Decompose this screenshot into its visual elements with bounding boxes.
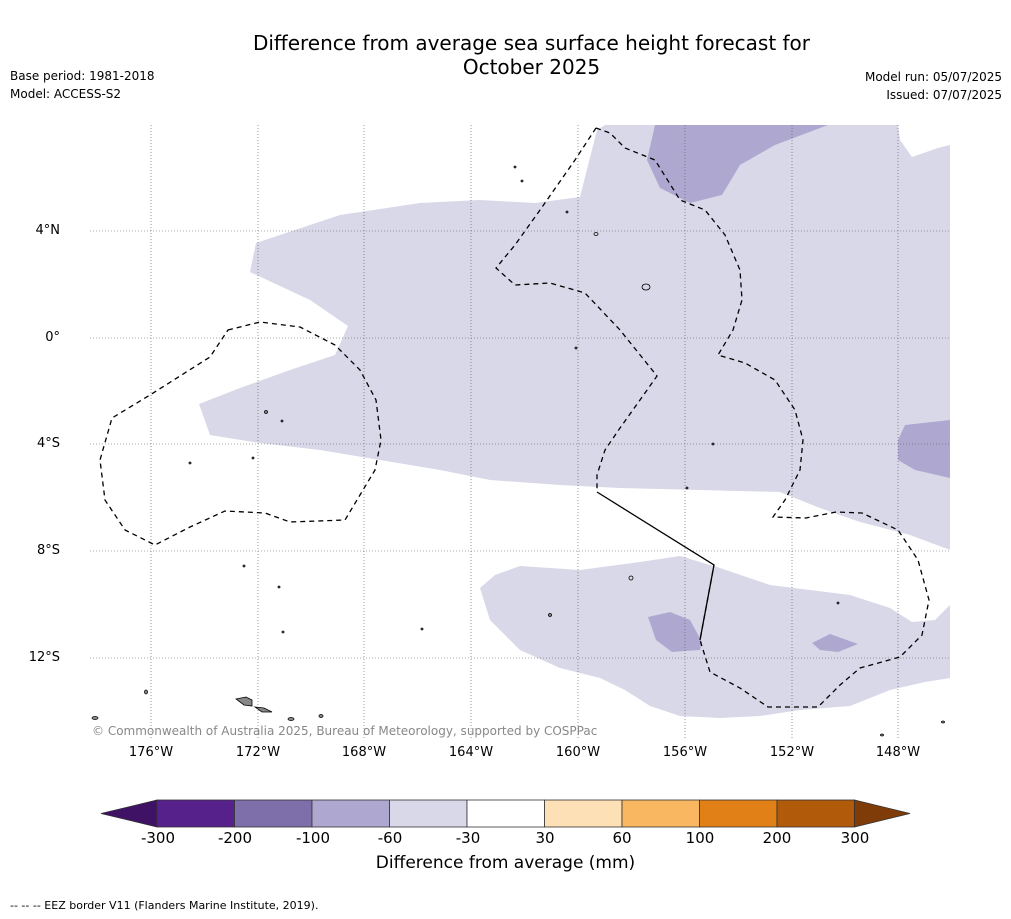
colorbar-tick-label: -300 xyxy=(140,829,176,847)
lon-label: 172°W xyxy=(235,745,281,760)
colorbar-segment xyxy=(466,799,545,828)
lon-label: 148°W xyxy=(875,745,921,760)
colorbar-tick-label: 30 xyxy=(535,829,555,847)
lon-label: 160°W xyxy=(555,745,601,760)
eez-border-kiribati-line xyxy=(595,127,930,708)
eez-border-solid-segment xyxy=(596,491,715,641)
colorbar-segment xyxy=(311,799,390,828)
colorbar-tick-label: 100 xyxy=(685,829,715,847)
colorbar-tick-label: 60 xyxy=(612,829,632,847)
colorbar-segment xyxy=(621,799,700,828)
graticule xyxy=(90,125,950,738)
map-title-line1: Difference from average sea surface heig… xyxy=(252,31,811,55)
copyright-credit: © Commonwealth of Australia 2025, Bureau… xyxy=(92,724,598,738)
map-title: Difference from average sea surface heig… xyxy=(180,31,883,79)
colorbar-segment xyxy=(699,799,778,828)
eez-footnote: -- -- -- EEZ border V11 (Flanders Marine… xyxy=(10,899,319,912)
lon-label: 152°W xyxy=(769,745,815,760)
weak-negative-region-north xyxy=(199,125,950,550)
anomaly-fill-layer xyxy=(199,125,950,718)
islands xyxy=(91,165,945,737)
white-notch xyxy=(898,125,950,157)
map-title-line2: October 2025 xyxy=(462,55,601,79)
model-text: Model: ACCESS-S2 xyxy=(10,87,122,101)
lon-label: 176°W xyxy=(128,745,174,760)
lat-label: 12°S xyxy=(28,650,60,665)
island-samoa-2 xyxy=(253,706,273,713)
colorbar-segment xyxy=(234,799,313,828)
colorbar-segment xyxy=(776,799,855,828)
base-period-text: Base period: 1981-2018 xyxy=(10,69,155,83)
colorbar-title: Difference from average (mm) xyxy=(375,853,636,873)
colorbar-segment xyxy=(544,799,623,828)
lat-label: 4°N xyxy=(35,223,61,238)
colorbar xyxy=(100,799,911,828)
moderate-negative-region-south-1 xyxy=(648,612,702,652)
colorbar-segment xyxy=(156,799,235,828)
lat-label: 4°S xyxy=(36,436,60,451)
issued-text: Issued: 07/07/2025 xyxy=(886,88,1002,102)
weak-negative-region-south xyxy=(480,556,950,718)
colorbar-tick-label: 300 xyxy=(840,829,870,847)
model-run-text: Model run: 05/07/2025 xyxy=(864,70,1002,84)
colorbar-segment xyxy=(389,799,468,828)
colorbar-tick-label: -100 xyxy=(295,829,331,847)
eez-border-west xyxy=(495,127,658,492)
island-samoa-1 xyxy=(235,696,253,707)
eez-borders xyxy=(99,127,930,708)
metadata-right: Model run: 05/07/2025 Issued: 07/07/2025 xyxy=(865,68,1002,104)
metadata-left: Base period: 1981-2018 Model: ACCESS-S2 xyxy=(10,67,155,103)
moderate-negative-region-east xyxy=(898,420,950,478)
lat-label: 8°S xyxy=(36,543,60,558)
colorbar-tick-label: 200 xyxy=(762,829,792,847)
lat-label: 0° xyxy=(45,330,60,345)
moderate-negative-region-top xyxy=(647,125,828,203)
colorbar-tick-label: -30 xyxy=(455,829,481,847)
colorbar-tick-label: -60 xyxy=(377,829,403,847)
lon-label: 156°W xyxy=(662,745,708,760)
eez-border-tokelau xyxy=(99,321,382,546)
moderate-negative-region-south-2 xyxy=(812,634,858,652)
colorbar-tick-label: -200 xyxy=(217,829,253,847)
lon-label: 164°W xyxy=(448,745,494,760)
lon-label: 168°W xyxy=(341,745,387,760)
colorbar-extend-high xyxy=(854,799,911,828)
colorbar-extend-low xyxy=(100,799,158,828)
